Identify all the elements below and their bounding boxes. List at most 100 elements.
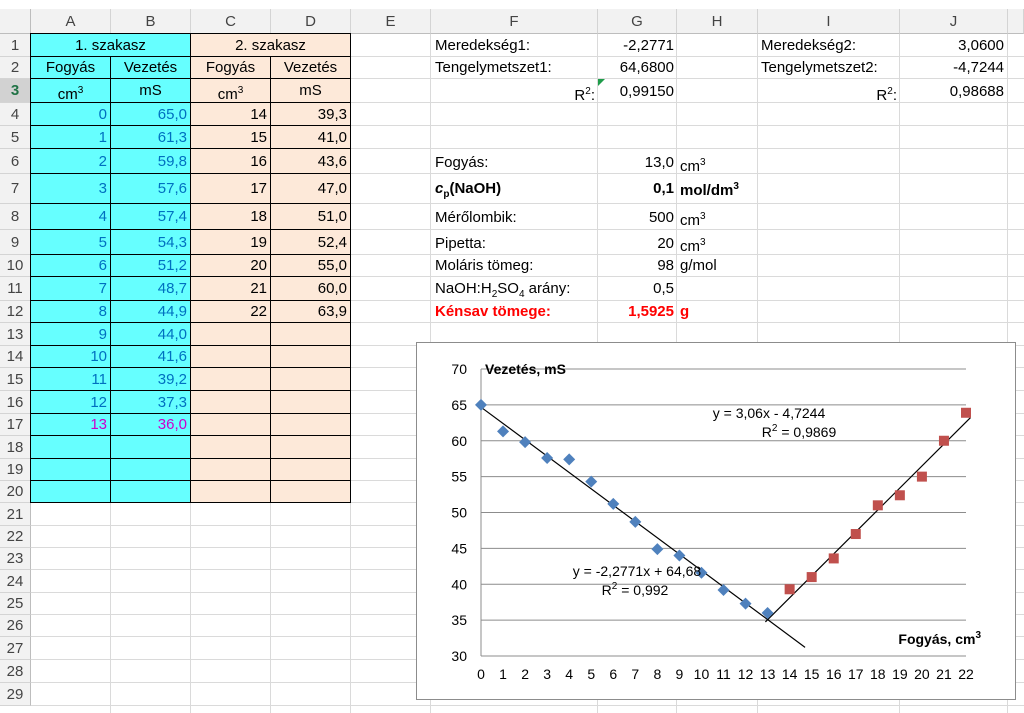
column-header-e[interactable]: E: [351, 9, 431, 34]
row-header-17[interactable]: 17: [0, 414, 31, 436]
cell-fogyas-1[interactable]: 4: [30, 203, 111, 230]
cell-f6[interactable]: Fogyás:: [435, 154, 489, 171]
row-header-25[interactable]: 25: [0, 593, 31, 615]
cell-empty[interactable]: [190, 367, 271, 391]
row-header-21[interactable]: 21: [0, 503, 31, 526]
cell-h8[interactable]: cm3: [677, 204, 709, 230]
cell-g3[interactable]: 0,99150: [619, 83, 674, 100]
cell-empty[interactable]: [270, 322, 351, 346]
cell-fogyas-1[interactable]: 2: [30, 148, 111, 174]
cell-vezetes-1[interactable]: 41,6: [110, 345, 191, 368]
header-fogyas-2[interactable]: Fogyás: [190, 56, 271, 79]
cell-fogyas-2[interactable]: 15: [190, 125, 271, 149]
row-header-18[interactable]: 18: [0, 436, 31, 459]
cell-fogyas-2[interactable]: 22: [190, 300, 271, 323]
cell-h12[interactable]: g: [680, 303, 690, 320]
cell-g7[interactable]: 0,1: [653, 180, 674, 197]
section1-title[interactable]: 1. szakasz: [30, 33, 191, 57]
cell-vezetes-2[interactable]: 43,6: [270, 148, 351, 174]
cell-fogyas-1[interactable]: 12: [30, 390, 111, 414]
cell-g10[interactable]: 98: [657, 257, 674, 274]
section2-title[interactable]: 2. szakasz: [190, 33, 351, 57]
cell-g1[interactable]: -2,2771: [623, 37, 674, 54]
scatter-chart[interactable]: 30 35 40 45 50 55 60 65 70 0 1 2 3 4 5 6 7 8 9 10 11 12 13 14 15…: [416, 342, 1016, 700]
cell-f12[interactable]: Kénsav tömege:: [435, 303, 551, 320]
cell-empty[interactable]: [190, 458, 271, 481]
row-header-11[interactable]: 11: [0, 277, 31, 301]
row-header-24[interactable]: 24: [0, 570, 31, 593]
unit-ms-cell[interactable]: mS: [110, 78, 191, 103]
cell-j2[interactable]: -4,7244: [953, 59, 1004, 76]
cell-g11[interactable]: 0,5: [653, 280, 674, 297]
row-header-7[interactable]: 7: [0, 174, 31, 204]
row-header-4[interactable]: 4: [0, 103, 31, 126]
cell-empty[interactable]: [30, 435, 111, 459]
cell-i3[interactable]: R2:: [758, 79, 900, 104]
cell-i2[interactable]: Tengelymetszet2:: [761, 59, 878, 76]
row-header-28[interactable]: 28: [0, 660, 31, 683]
row-header-10[interactable]: 10: [0, 255, 31, 277]
cell-f9[interactable]: Pipetta:: [435, 235, 486, 252]
row-header-5[interactable]: 5: [0, 126, 31, 149]
row-header-9[interactable]: 9: [0, 230, 31, 255]
row-header-14[interactable]: 14: [0, 346, 31, 368]
cell-j3[interactable]: 0,98688: [949, 83, 1004, 100]
column-header-k[interactable]: [1008, 9, 1024, 34]
cell-fogyas-1[interactable]: 3: [30, 173, 111, 204]
row-header-20[interactable]: 20: [0, 481, 31, 503]
cell-empty[interactable]: [190, 390, 271, 414]
cell-vezetes-1[interactable]: 61,3: [110, 125, 191, 149]
cell-fogyas-2[interactable]: 14: [190, 102, 271, 126]
cell-empty[interactable]: [110, 480, 191, 503]
cell-empty[interactable]: [270, 413, 351, 436]
cell-fogyas-1[interactable]: 0: [30, 102, 111, 126]
row-header-26[interactable]: 26: [0, 615, 31, 637]
cell-fogyas-2[interactable]: 18: [190, 203, 271, 230]
cell-vezetes-1[interactable]: 44,0: [110, 322, 191, 346]
cell-vezetes-1[interactable]: 57,4: [110, 203, 191, 230]
cell-fogyas-1[interactable]: 10: [30, 345, 111, 368]
cell-empty[interactable]: [190, 322, 271, 346]
cell-vezetes-1[interactable]: 54,3: [110, 229, 191, 255]
cell-fogyas-1[interactable]: 7: [30, 276, 111, 301]
cell-empty[interactable]: [190, 345, 271, 368]
column-header-i[interactable]: I: [758, 9, 900, 34]
cell-fogyas-1[interactable]: 13: [30, 413, 111, 436]
cell-vezetes-1[interactable]: 51,2: [110, 254, 191, 277]
cell-fogyas-1[interactable]: 9: [30, 322, 111, 346]
row-header-15[interactable]: 15: [0, 368, 31, 391]
cell-empty[interactable]: [270, 345, 351, 368]
header-vezetes-1[interactable]: Vezetés: [110, 56, 191, 79]
cell-empty[interactable]: [190, 435, 271, 459]
cell-empty[interactable]: [190, 480, 271, 503]
cell-vezetes-2[interactable]: 41,0: [270, 125, 351, 149]
cell-h10[interactable]: g/mol: [680, 257, 717, 274]
column-header-c[interactable]: C: [191, 9, 271, 34]
cell-vezetes-1[interactable]: 48,7: [110, 276, 191, 301]
cell-vezetes-2[interactable]: 63,9: [270, 300, 351, 323]
cell-empty[interactable]: [30, 480, 111, 503]
column-header-b[interactable]: B: [111, 9, 191, 34]
cell-fogyas-2[interactable]: 20: [190, 254, 271, 277]
cell-f2[interactable]: Tengelymetszet1:: [435, 59, 552, 76]
cell-g9[interactable]: 20: [657, 235, 674, 252]
cell-vezetes-1[interactable]: 39,2: [110, 367, 191, 391]
unit-cm-cell[interactable]: cm3: [190, 78, 271, 103]
cell-f11[interactable]: NaOH:H2SO4 arány:: [432, 277, 573, 301]
cell-vezetes-1[interactable]: 37,3: [110, 390, 191, 414]
column-header-a[interactable]: A: [31, 9, 111, 34]
cell-fogyas-1[interactable]: 8: [30, 300, 111, 323]
cell-f10[interactable]: Moláris tömeg:: [435, 257, 534, 274]
row-header-3[interactable]: 3: [0, 79, 31, 103]
cell-fogyas-1[interactable]: 6: [30, 254, 111, 277]
cell-f3[interactable]: R2:: [432, 79, 598, 104]
cell-vezetes-2[interactable]: 39,3: [270, 102, 351, 126]
row-header-22[interactable]: 22: [0, 526, 31, 548]
row-header-27[interactable]: 27: [0, 637, 31, 660]
cell-empty[interactable]: [270, 435, 351, 459]
cell-fogyas-2[interactable]: 16: [190, 148, 271, 174]
row-header-19[interactable]: 19: [0, 459, 31, 481]
cell-empty[interactable]: [190, 413, 271, 436]
cell-h7[interactable]: mol/dm3: [677, 174, 742, 204]
cell-h9[interactable]: cm3: [677, 230, 709, 255]
